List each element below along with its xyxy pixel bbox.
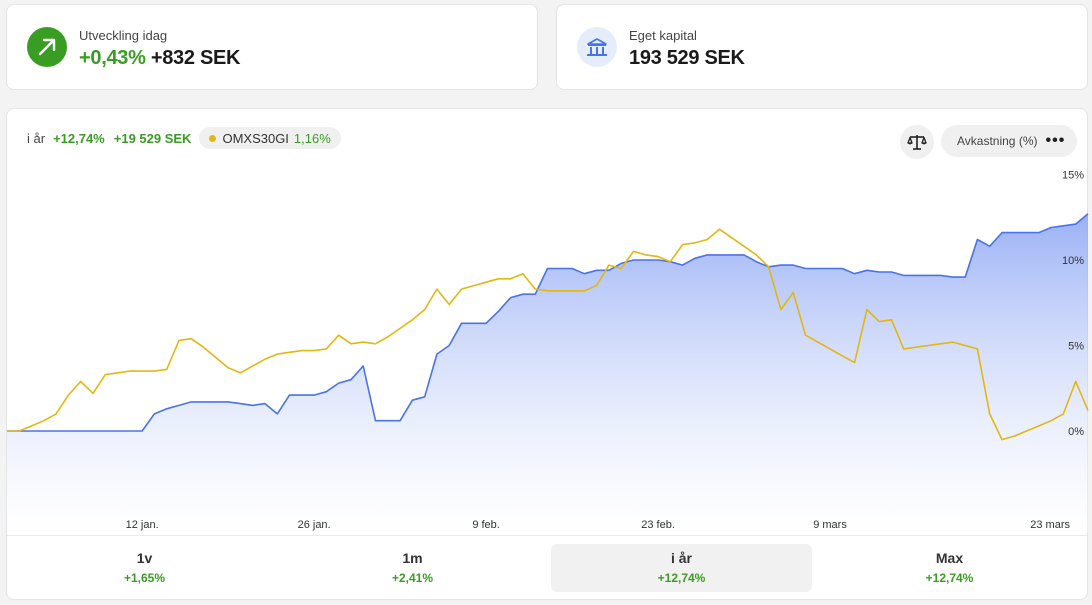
index-name: OMXS30GI <box>222 130 289 146</box>
index-color-dot <box>209 134 217 142</box>
period-value: +12,74% <box>657 571 706 585</box>
x-tick-label: 9 mars <box>813 519 847 531</box>
period-tab-ytd[interactable]: i år +12,74% <box>551 544 812 592</box>
equity-value: 193 529 SEK <box>629 47 745 69</box>
x-tick-label: 23 mars <box>1030 519 1070 531</box>
period-value: +2,41% <box>391 571 434 585</box>
period-tab-max[interactable]: Max +12,74% <box>819 544 1080 592</box>
period-value: +1,65% <box>123 571 166 585</box>
x-tick-label: 23 feb. <box>641 519 675 531</box>
index-percent: 1,16% <box>293 130 331 146</box>
period-name: i år <box>670 550 692 566</box>
x-tick-label: 12 jan. <box>126 519 159 531</box>
x-tick-label: 26 jan. <box>298 519 331 531</box>
bank-icon <box>577 27 617 67</box>
compare-scale-button[interactable] <box>900 125 934 159</box>
period-selector: 1v +1,65% 1m +2,41% i år +12,74% Max +12… <box>7 535 1087 600</box>
y-tick-label: 10% <box>1062 255 1084 267</box>
development-percent: +0,43% <box>79 47 146 69</box>
performance-chart-card: i år +12,74% +19 529 SEK OMXS30GI 1,16% … <box>6 108 1089 600</box>
x-tick-label: 9 feb. <box>472 519 500 531</box>
metric-select-button[interactable]: Avkastning (%) ••• <box>941 125 1077 157</box>
portfolio-area <box>7 213 1088 534</box>
y-tick-label: 0% <box>1068 426 1084 438</box>
period-name: 1v <box>136 550 153 566</box>
period-name: Max <box>935 550 964 566</box>
period-value: +12,74% <box>925 571 974 585</box>
period-tab-1m[interactable]: 1m +2,41% <box>282 544 543 592</box>
index-line <box>7 228 1089 441</box>
arrow-up-right-icon <box>27 27 67 67</box>
portfolio-line <box>7 213 1089 432</box>
y-tick-label: 15% <box>1062 170 1084 182</box>
portfolio-amount: +19 529 SEK <box>113 130 192 146</box>
index-compare-chip[interactable]: OMXS30GI 1,16% <box>199 127 341 149</box>
development-amount: +832 SEK <box>150 47 241 69</box>
portfolio-percent: +12,74% <box>53 130 105 146</box>
period-label: i år <box>27 130 46 146</box>
development-label: Utveckling idag <box>79 28 168 43</box>
more-dots-icon: ••• <box>1045 132 1066 149</box>
y-tick-label: 5% <box>1068 341 1084 353</box>
balance-scale-icon <box>907 135 927 150</box>
chart-legend: i år +12,74% +19 529 SEK OMXS30GI 1,16% <box>27 127 341 149</box>
equity-label: Eget kapital <box>629 28 697 43</box>
period-tab-1v[interactable]: 1v +1,65% <box>14 544 275 592</box>
performance-chart: 15% 10% 5% 0% 12 jan. 26 jan. 9 feb. 23 feb. 9 … <box>7 170 1089 534</box>
period-name: 1m <box>402 550 423 566</box>
equity-card: Eget kapital 193 529 SEK <box>556 4 1088 90</box>
metric-label: Avkastning (%) <box>957 134 1038 148</box>
today-development-card: Utveckling idag +0,43% +832 SEK <box>6 4 538 90</box>
